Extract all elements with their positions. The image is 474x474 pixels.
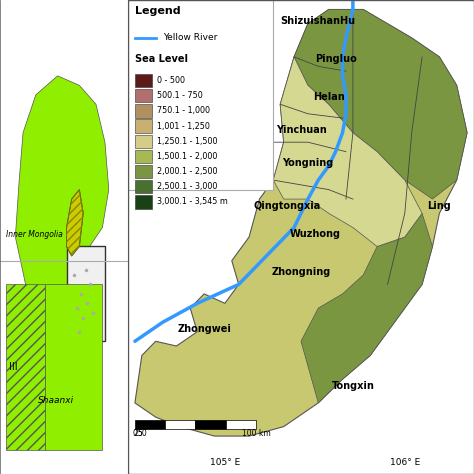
Text: Tongxin: Tongxin <box>331 381 374 391</box>
Text: 105° E: 105° E <box>210 457 240 466</box>
Text: Inner Mongolia: Inner Mongolia <box>7 230 63 239</box>
Bar <box>135 135 152 148</box>
Bar <box>135 89 152 102</box>
Text: Pingluo: Pingluo <box>315 54 356 64</box>
Bar <box>135 119 152 133</box>
Text: Yellow River: Yellow River <box>163 34 217 42</box>
Polygon shape <box>135 9 467 436</box>
Text: Legend: Legend <box>135 6 181 16</box>
Text: Shaanxi: Shaanxi <box>38 396 74 405</box>
Text: 1,001 - 1,250: 1,001 - 1,250 <box>157 122 210 130</box>
Text: Zhongning: Zhongning <box>271 267 331 277</box>
Text: 500.1 - 750: 500.1 - 750 <box>157 91 203 100</box>
Text: Yinchuan: Yinchuan <box>275 125 327 135</box>
Polygon shape <box>45 284 102 450</box>
Text: 25: 25 <box>134 429 143 438</box>
Bar <box>165 420 195 429</box>
Text: 1,500.1 - 2,000: 1,500.1 - 2,000 <box>157 152 218 161</box>
Bar <box>128 0 273 190</box>
Bar <box>195 420 226 429</box>
Text: 2,500.1 - 3,000: 2,500.1 - 3,000 <box>157 182 218 191</box>
Text: 50: 50 <box>137 429 147 438</box>
Bar <box>135 195 152 209</box>
Text: Sea Level: Sea Level <box>135 54 188 64</box>
Text: Ling: Ling <box>428 201 451 210</box>
Text: 100 km: 100 km <box>242 429 270 438</box>
Text: ShizuishanHu: ShizuishanHu <box>281 16 356 26</box>
Polygon shape <box>301 213 432 403</box>
Bar <box>135 165 152 178</box>
Text: Zhongwei: Zhongwei <box>177 324 231 334</box>
Text: 2,000.1 - 2,500: 2,000.1 - 2,500 <box>157 167 218 176</box>
Bar <box>66 246 105 341</box>
Polygon shape <box>66 190 83 256</box>
Text: 106° E: 106° E <box>390 457 420 466</box>
Bar <box>135 104 152 118</box>
Bar <box>135 180 152 193</box>
Text: 3,000.1 - 3,545 m: 3,000.1 - 3,545 m <box>157 198 228 206</box>
Text: III: III <box>9 362 18 372</box>
Bar <box>135 420 165 429</box>
Text: 0: 0 <box>132 429 137 438</box>
Text: Wuzhong: Wuzhong <box>289 229 340 239</box>
Bar <box>226 420 256 429</box>
Text: 0 - 500: 0 - 500 <box>157 76 185 85</box>
Polygon shape <box>294 9 467 199</box>
Text: 1,250.1 - 1,500: 1,250.1 - 1,500 <box>157 137 218 146</box>
Text: Yongning: Yongning <box>283 158 334 168</box>
Bar <box>135 150 152 163</box>
Text: 750.1 - 1,000: 750.1 - 1,000 <box>157 107 210 115</box>
Polygon shape <box>273 57 422 246</box>
Polygon shape <box>7 284 45 450</box>
Text: Helan: Helan <box>313 91 345 101</box>
Text: Qingtongxia: Qingtongxia <box>254 201 321 210</box>
Polygon shape <box>15 76 109 370</box>
Bar <box>135 74 152 87</box>
